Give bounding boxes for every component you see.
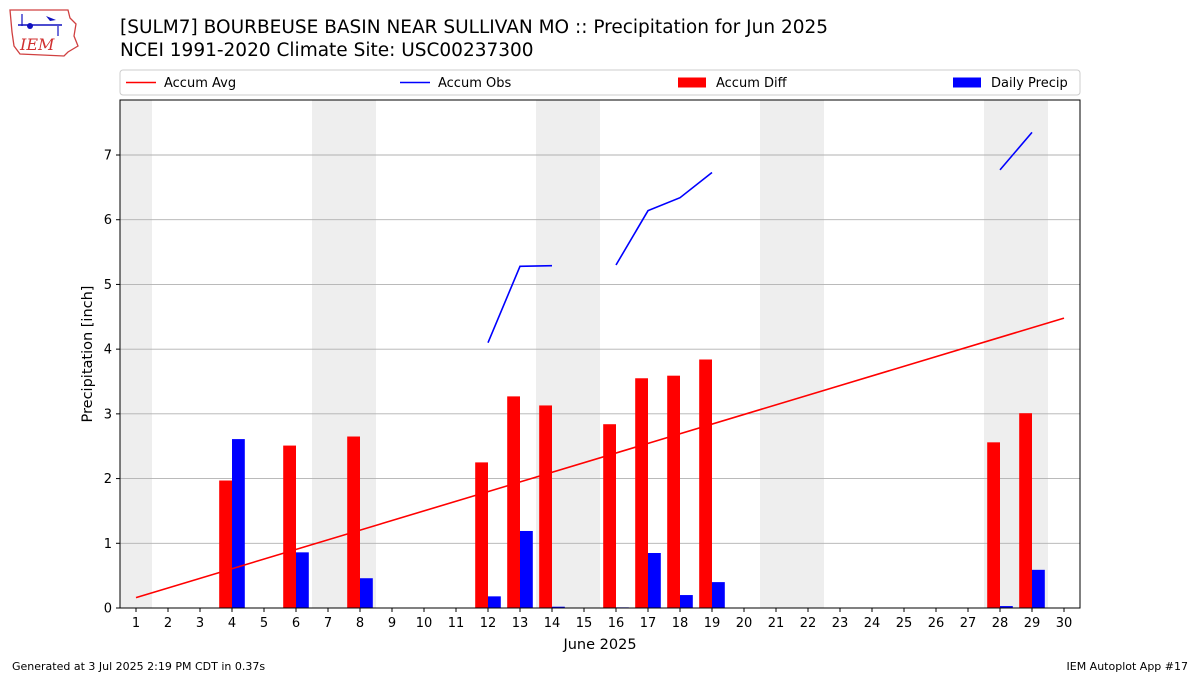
x-tick-label-20: 20 (736, 616, 753, 631)
accum-diff-bar-19 (699, 359, 712, 608)
x-tick-label-19: 19 (704, 616, 721, 631)
x-tick-label-12: 12 (480, 616, 497, 631)
x-axis-label: June 2025 (562, 637, 636, 653)
x-tick-label-14: 14 (544, 616, 561, 631)
x-tick-label-22: 22 (800, 616, 817, 631)
generated-timestamp: Generated at 3 Jul 2025 2:19 PM CDT in 0… (12, 660, 266, 673)
x-tick-label-21: 21 (768, 616, 785, 631)
x-tick-label-6: 6 (292, 616, 300, 631)
accum-obs-line-3 (999, 131, 1033, 171)
x-tick-label-9: 9 (388, 616, 396, 631)
y-tick-label-4: 4 (104, 343, 112, 358)
grid-lines (120, 154, 1080, 544)
weekend-shade-22 (792, 100, 824, 608)
plot-frame (119, 99, 1081, 609)
y-tick-label-6: 6 (104, 213, 112, 228)
accum-diff-bar-4 (219, 480, 232, 608)
daily-precip-bar-29 (1032, 569, 1045, 608)
y-tick-label-0: 0 (104, 602, 112, 617)
daily-precip-bar-13 (520, 530, 533, 608)
x-tick-label-13: 13 (512, 616, 529, 631)
accum-diff-bar-8 (347, 436, 360, 608)
weekend-shade-7 (312, 100, 344, 608)
svg-text:IEM: IEM (19, 35, 55, 54)
x-tick-label-18: 18 (672, 616, 689, 631)
accum-diff-bar-13 (507, 396, 520, 608)
chart-title: [SULM7] BOURBEUSE BASIN NEAR SULLIVAN MO… (120, 17, 829, 38)
y-tick-label-2: 2 (104, 472, 112, 487)
daily-precip-bar-18 (680, 595, 693, 608)
daily-precip-bar-8 (360, 578, 373, 608)
accum-diff-bar-6 (283, 445, 296, 608)
accum-diff-bar-17 (635, 378, 648, 608)
x-tick-label-27: 27 (960, 616, 977, 631)
x-tick-label-24: 24 (864, 616, 881, 631)
legend-label-daily-precip: Daily Precip (991, 76, 1068, 91)
legend-swatch-accum-diff (678, 77, 706, 88)
x-tick-label-7: 7 (324, 616, 332, 631)
daily-precip-bar-6 (296, 552, 309, 608)
daily-precip-bar-28 (1000, 606, 1013, 608)
daily-precip-bar-17 (648, 552, 661, 608)
x-tick-label-15: 15 (576, 616, 593, 631)
accum-diff-bar-14 (539, 405, 552, 608)
y-tick-label-5: 5 (104, 278, 112, 293)
bars (219, 359, 1045, 608)
lines (135, 131, 1065, 599)
x-tick-label-16: 16 (608, 616, 625, 631)
accum-obs-line-2 (615, 171, 713, 266)
legend: Accum Avg Accum Obs Accum Diff Daily Precip (119, 69, 1081, 96)
x-tick-label-26: 26 (928, 616, 945, 631)
x-tick-label-17: 17 (640, 616, 657, 631)
accum-diff-bar-16 (603, 424, 616, 608)
weekend-shade-21 (760, 100, 792, 608)
x-tick-label-3: 3 (196, 616, 204, 631)
iem-logo: IEM (9, 9, 79, 57)
x-tick-label-30: 30 (1056, 616, 1073, 631)
y-tick-label-3: 3 (104, 407, 112, 422)
x-tick-label-23: 23 (832, 616, 849, 631)
x-tick-label-4: 4 (228, 616, 236, 631)
accum-diff-bar-28 (987, 442, 1000, 608)
accum-diff-bar-29 (1019, 413, 1032, 608)
x-tick-label-10: 10 (416, 616, 433, 631)
weekend-shading (120, 100, 1048, 608)
legend-label-accum-obs: Accum Obs (438, 76, 511, 91)
daily-precip-bar-12 (488, 596, 501, 608)
weekend-shade-1 (120, 100, 152, 608)
x-tick-label-11: 11 (448, 616, 465, 631)
legend-label-accum-avg: Accum Avg (164, 76, 236, 91)
x-tick-label-8: 8 (356, 616, 364, 631)
x-tick-label-29: 29 (1024, 616, 1041, 631)
legend-box (119, 69, 1081, 96)
x-tick-label-25: 25 (896, 616, 913, 631)
x-tick-label-2: 2 (164, 616, 172, 631)
legend-label-accum-diff: Accum Diff (716, 76, 788, 91)
weekend-shade-15 (568, 100, 600, 608)
accum-diff-bar-12 (475, 462, 488, 608)
x-tick-label-28: 28 (992, 616, 1009, 631)
daily-precip-bar-19 (712, 582, 725, 608)
accum-obs-line-1 (487, 264, 553, 343)
daily-precip-bar-14 (552, 606, 565, 608)
app-label: IEM Autoplot App #17 (1066, 660, 1189, 673)
y-tick-label-1: 1 (104, 537, 112, 552)
legend-swatch-daily-precip (953, 77, 981, 88)
y-tick-label-7: 7 (104, 149, 112, 164)
accum-avg-line (135, 317, 1065, 599)
chart-subtitle: NCEI 1991-2020 Climate Site: USC00237300 (120, 40, 534, 61)
x-tick-label-5: 5 (260, 616, 268, 631)
x-tick-label-1: 1 (132, 616, 140, 631)
accum-diff-bar-18 (667, 375, 680, 608)
daily-precip-bar-4 (232, 439, 245, 608)
y-axis-label: Precipitation [inch] (80, 286, 96, 423)
